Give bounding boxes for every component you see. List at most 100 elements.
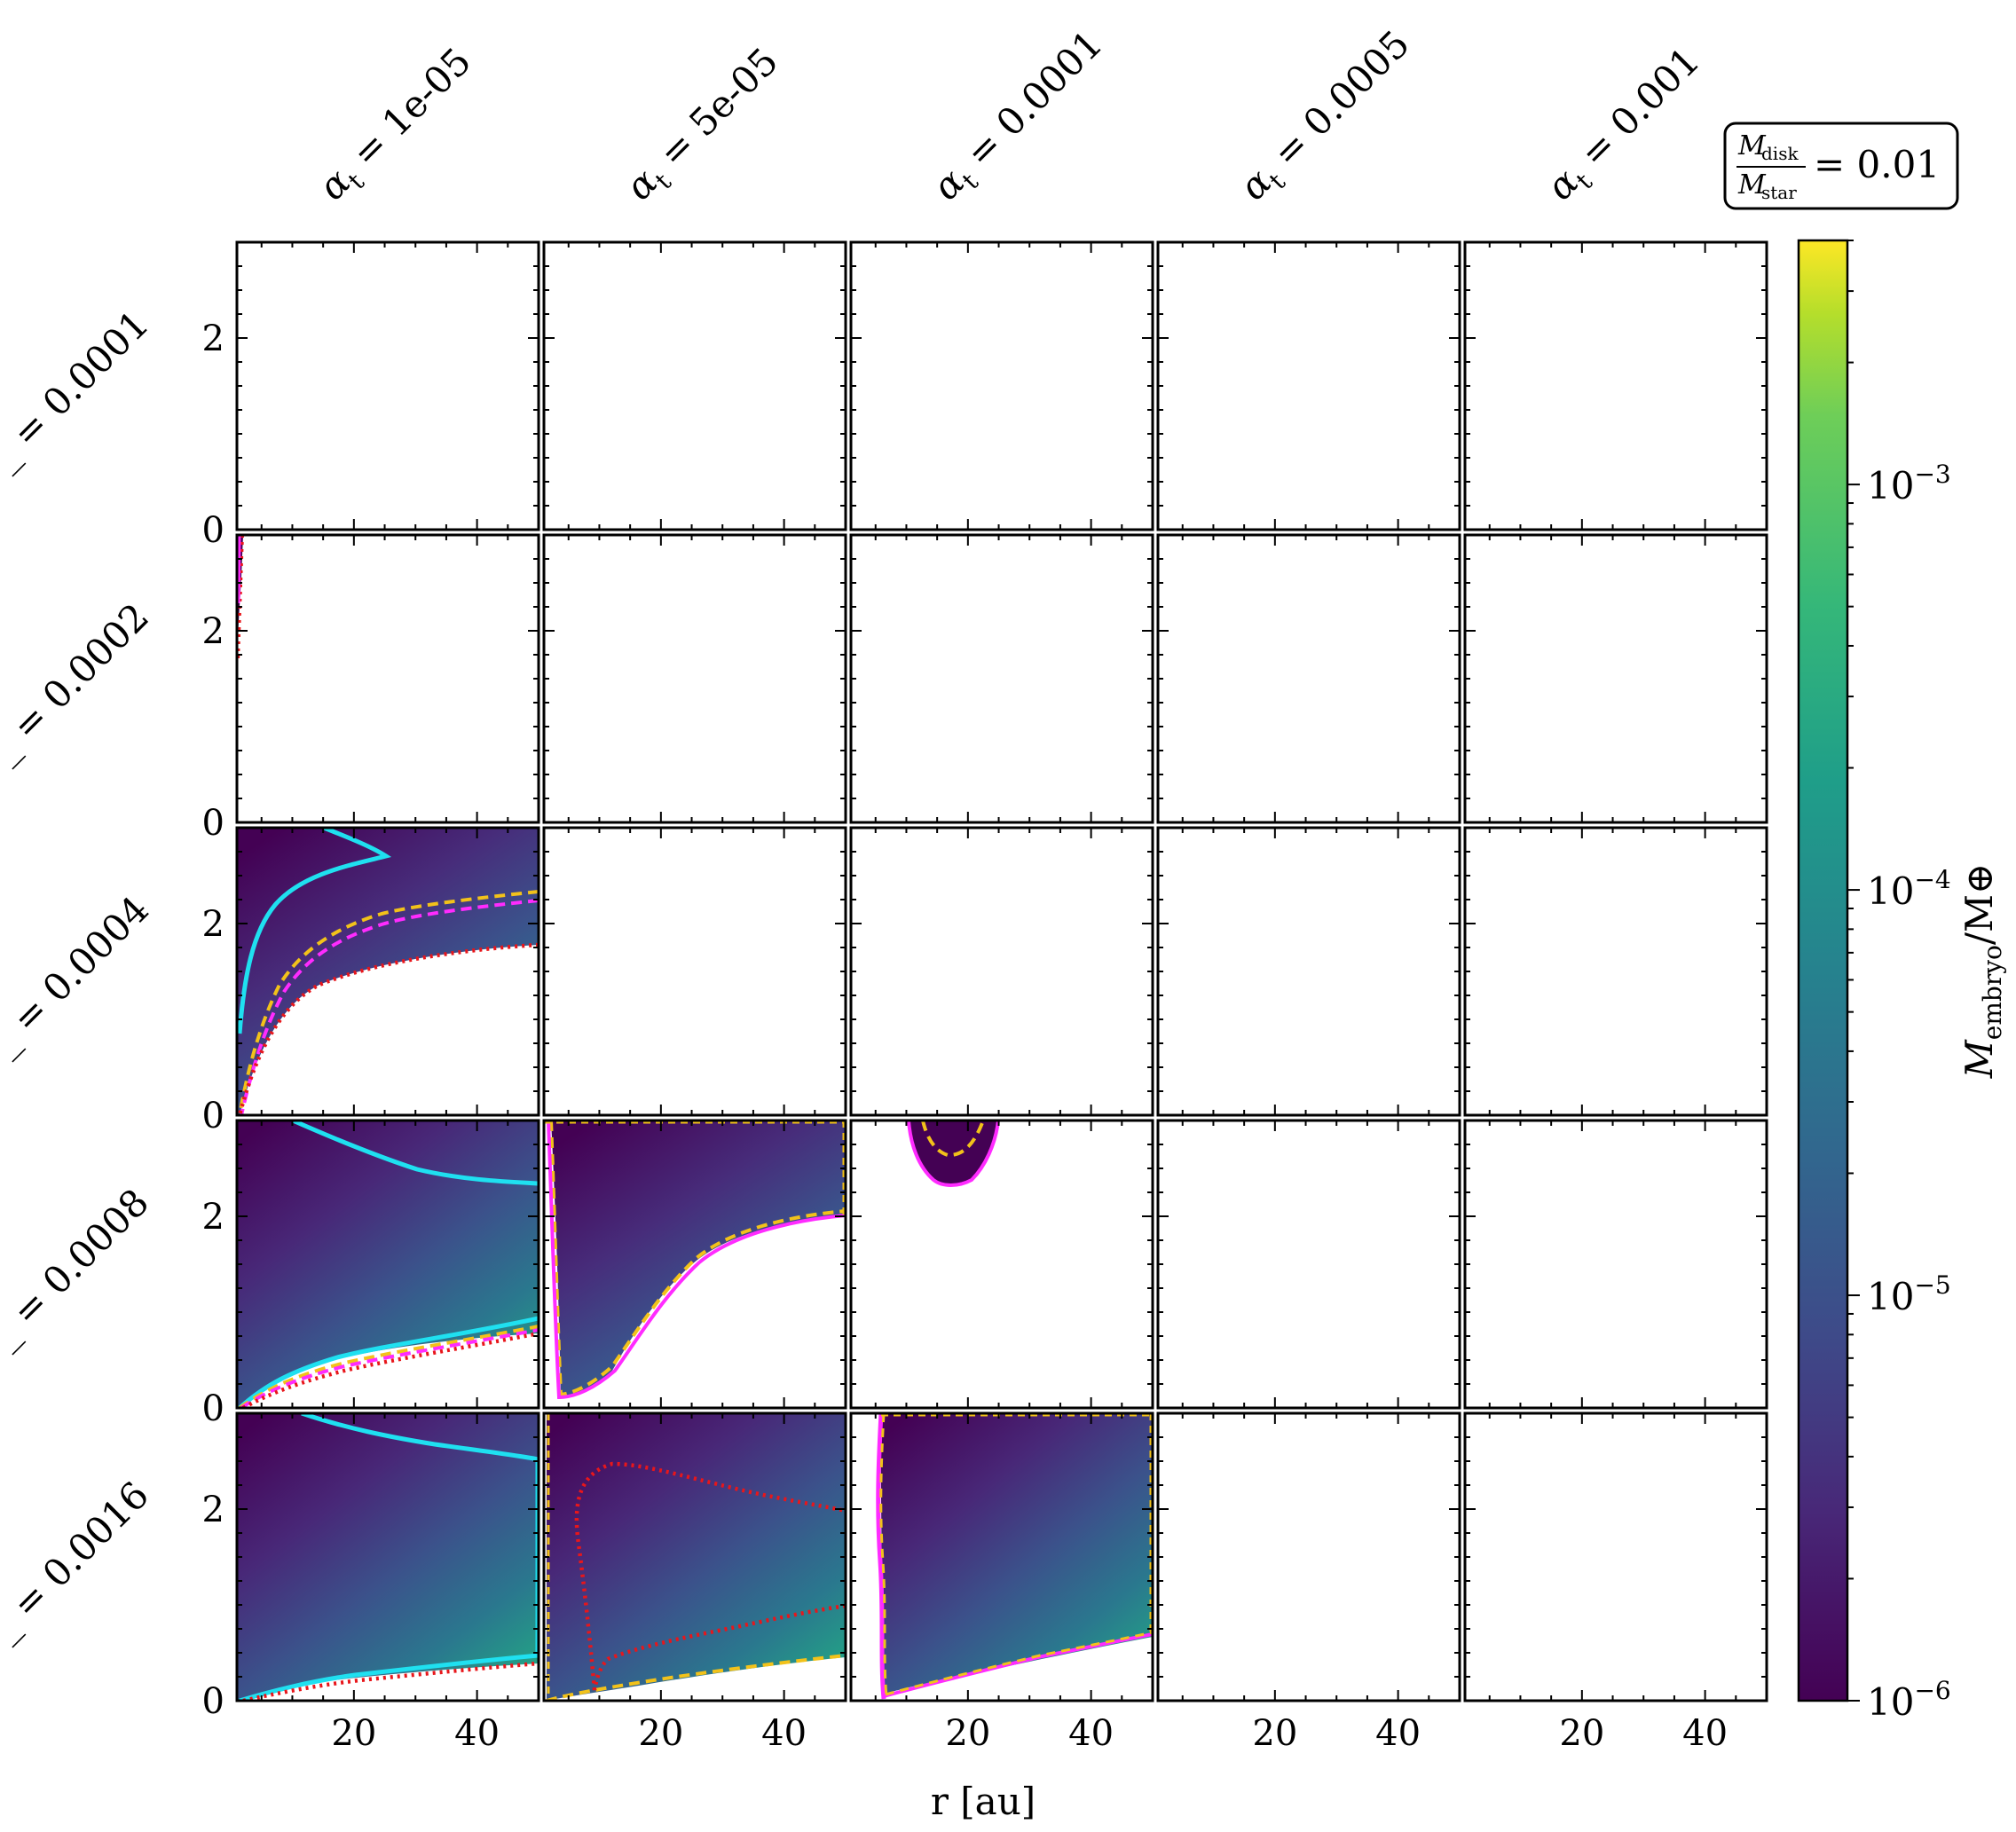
panel-frame xyxy=(1463,533,1768,824)
colorbar-label-tail: /M⊕ xyxy=(1957,863,2001,945)
svg-text:Membryo/M⊕: Membryo/M⊕ xyxy=(1957,863,2007,1079)
annotation-numerator-sub: disk xyxy=(1761,143,1799,164)
heat-fill xyxy=(237,828,539,1115)
panel-r3-c1 xyxy=(542,1119,847,1410)
column-titles: αt = 1e-05 αt = 5e-05 αt = 0.0001 αt = 0.00… xyxy=(310,22,1712,213)
panel-r2-c1 xyxy=(542,826,847,1117)
panel-r1-c0-content xyxy=(236,534,244,662)
gold-contour xyxy=(238,1325,539,1408)
y-tick-label: 0 xyxy=(202,803,224,844)
colorbar-tick-label: 10−3 xyxy=(1867,460,1951,507)
heat-fill xyxy=(237,1413,539,1701)
panel-r0-c2 xyxy=(849,240,1154,531)
panel-r1-c0: 02 xyxy=(202,533,540,844)
border-dash xyxy=(544,1120,846,1215)
y-tick-label: 2 xyxy=(202,1197,224,1238)
panel-r4-c4: 20 40 xyxy=(1463,1411,1768,1754)
column-title: αt = 1e-05 xyxy=(310,39,484,213)
cyan-contour-bottom xyxy=(238,1316,539,1408)
heat-fill xyxy=(237,1120,539,1408)
magenta-contour xyxy=(907,1120,1000,1187)
panel-frame xyxy=(1463,240,1768,531)
red-contour xyxy=(574,1461,846,1691)
panel-frame xyxy=(849,826,1154,1117)
blob-fill xyxy=(909,1120,998,1185)
panel-r3-c1-content xyxy=(544,1120,846,1400)
colorbar-label: Membryo/M⊕ xyxy=(1957,863,2007,1079)
panel-r1-c2 xyxy=(849,533,1154,824)
panel-r4-c3: 20 40 xyxy=(1156,1411,1461,1754)
panel-r4-c0: 0 2 20 40 xyxy=(202,1411,540,1754)
row-titles: _ = 0.0001 _ = 0.0002 _ = 0.0004 _ = 0.0008… xyxy=(0,302,157,1647)
annotation-denominator: M xyxy=(1737,169,1767,200)
y-tick-label: 2 xyxy=(202,904,224,945)
panel-frame xyxy=(849,1119,1154,1410)
panel-frame xyxy=(542,240,847,531)
x-tick-label: 40 xyxy=(1068,1713,1114,1754)
heat-fill xyxy=(880,1413,1153,1694)
colorbar-gradient xyxy=(1797,239,1849,1702)
row-title: _ = 0.0001 xyxy=(0,302,157,476)
annotation-denominator-sub: star xyxy=(1761,182,1797,203)
y-tick-label: 0 xyxy=(202,1096,224,1136)
x-tick-label: 40 xyxy=(1375,1713,1421,1754)
colorbar: 10−3 10−4 10−5 10−6 Membryo/M⊕ xyxy=(1797,239,2007,1724)
panel-r2-c4 xyxy=(1463,826,1768,1117)
cyan-contour-top xyxy=(291,1120,539,1186)
column-title: αt = 0.001 xyxy=(1538,39,1712,213)
panel-frame xyxy=(542,826,847,1117)
panel-frame xyxy=(1156,1411,1461,1702)
x-tick-label: 20 xyxy=(1252,1713,1297,1754)
panel-r3-c4 xyxy=(1463,1119,1768,1410)
annotation-value: = 0.01 xyxy=(1814,143,1940,186)
x-tick-label: 40 xyxy=(1682,1713,1728,1754)
magenta-contour xyxy=(876,1413,886,1700)
bottom-gold xyxy=(885,1631,1153,1696)
gold-contour xyxy=(238,890,539,1115)
colorbar-tick-label: 10−6 xyxy=(1867,1676,1951,1724)
colorbar-label-main: M xyxy=(1957,1039,2001,1079)
y-tick-label: 0 xyxy=(202,510,224,551)
row-title: _ = 0.0008 xyxy=(0,1180,157,1355)
y-tick-label: 2 xyxy=(202,318,224,359)
gold-contour xyxy=(879,1413,888,1697)
cyan-contour-top xyxy=(301,1413,539,1462)
y-tick-label: 0 xyxy=(202,1681,224,1722)
panel-r3-c0: 02 xyxy=(202,1119,540,1429)
panel-r0-c0: 02 xyxy=(202,240,540,551)
colorbar-ticks: 10−3 10−4 10−5 10−6 xyxy=(1847,240,1951,1724)
panel-frame xyxy=(1156,533,1461,824)
x-tick-label: 20 xyxy=(638,1713,683,1754)
panel-r1-c3 xyxy=(1156,533,1461,824)
cyan-contour xyxy=(237,828,392,1034)
panel-r2-c0-content xyxy=(237,828,539,1115)
red-contour xyxy=(242,1661,539,1701)
magenta-contour xyxy=(240,899,539,1115)
magenta-contour xyxy=(237,534,241,604)
panel-frame xyxy=(1463,826,1768,1117)
magenta-contour xyxy=(240,1328,539,1408)
x-tick-label: 40 xyxy=(761,1713,807,1754)
row-title: _ = 0.0002 xyxy=(0,594,157,769)
x-axis-label: r [au] xyxy=(931,1780,1036,1823)
panel-r3-c3 xyxy=(1156,1119,1461,1410)
panel-r3-c2-content xyxy=(907,1120,1000,1187)
panel-frame xyxy=(1156,1119,1461,1410)
panel-r4-c1: 20 40 xyxy=(542,1411,847,1754)
panel-r4-c1-content xyxy=(546,1413,846,1701)
panel-frame xyxy=(849,240,1154,531)
mass-ratio-annotation: M disk M star = 0.01 xyxy=(1723,122,1959,210)
heat-fill xyxy=(551,1120,846,1397)
panel-r4-c2-content xyxy=(876,1413,1153,1700)
row-title: _ = 0.0004 xyxy=(0,887,157,1062)
panel-content xyxy=(236,534,1153,1701)
panel-r0-c1 xyxy=(542,240,847,531)
y-tick-label: 0 xyxy=(202,1388,224,1429)
x-tick-label: 20 xyxy=(1559,1713,1604,1754)
panel-frame xyxy=(1156,240,1461,531)
panel-r2-c3 xyxy=(1156,826,1461,1117)
x-tick-label: 20 xyxy=(331,1713,376,1754)
panel-frame xyxy=(235,533,540,824)
y-tick-label: 2 xyxy=(202,611,224,652)
